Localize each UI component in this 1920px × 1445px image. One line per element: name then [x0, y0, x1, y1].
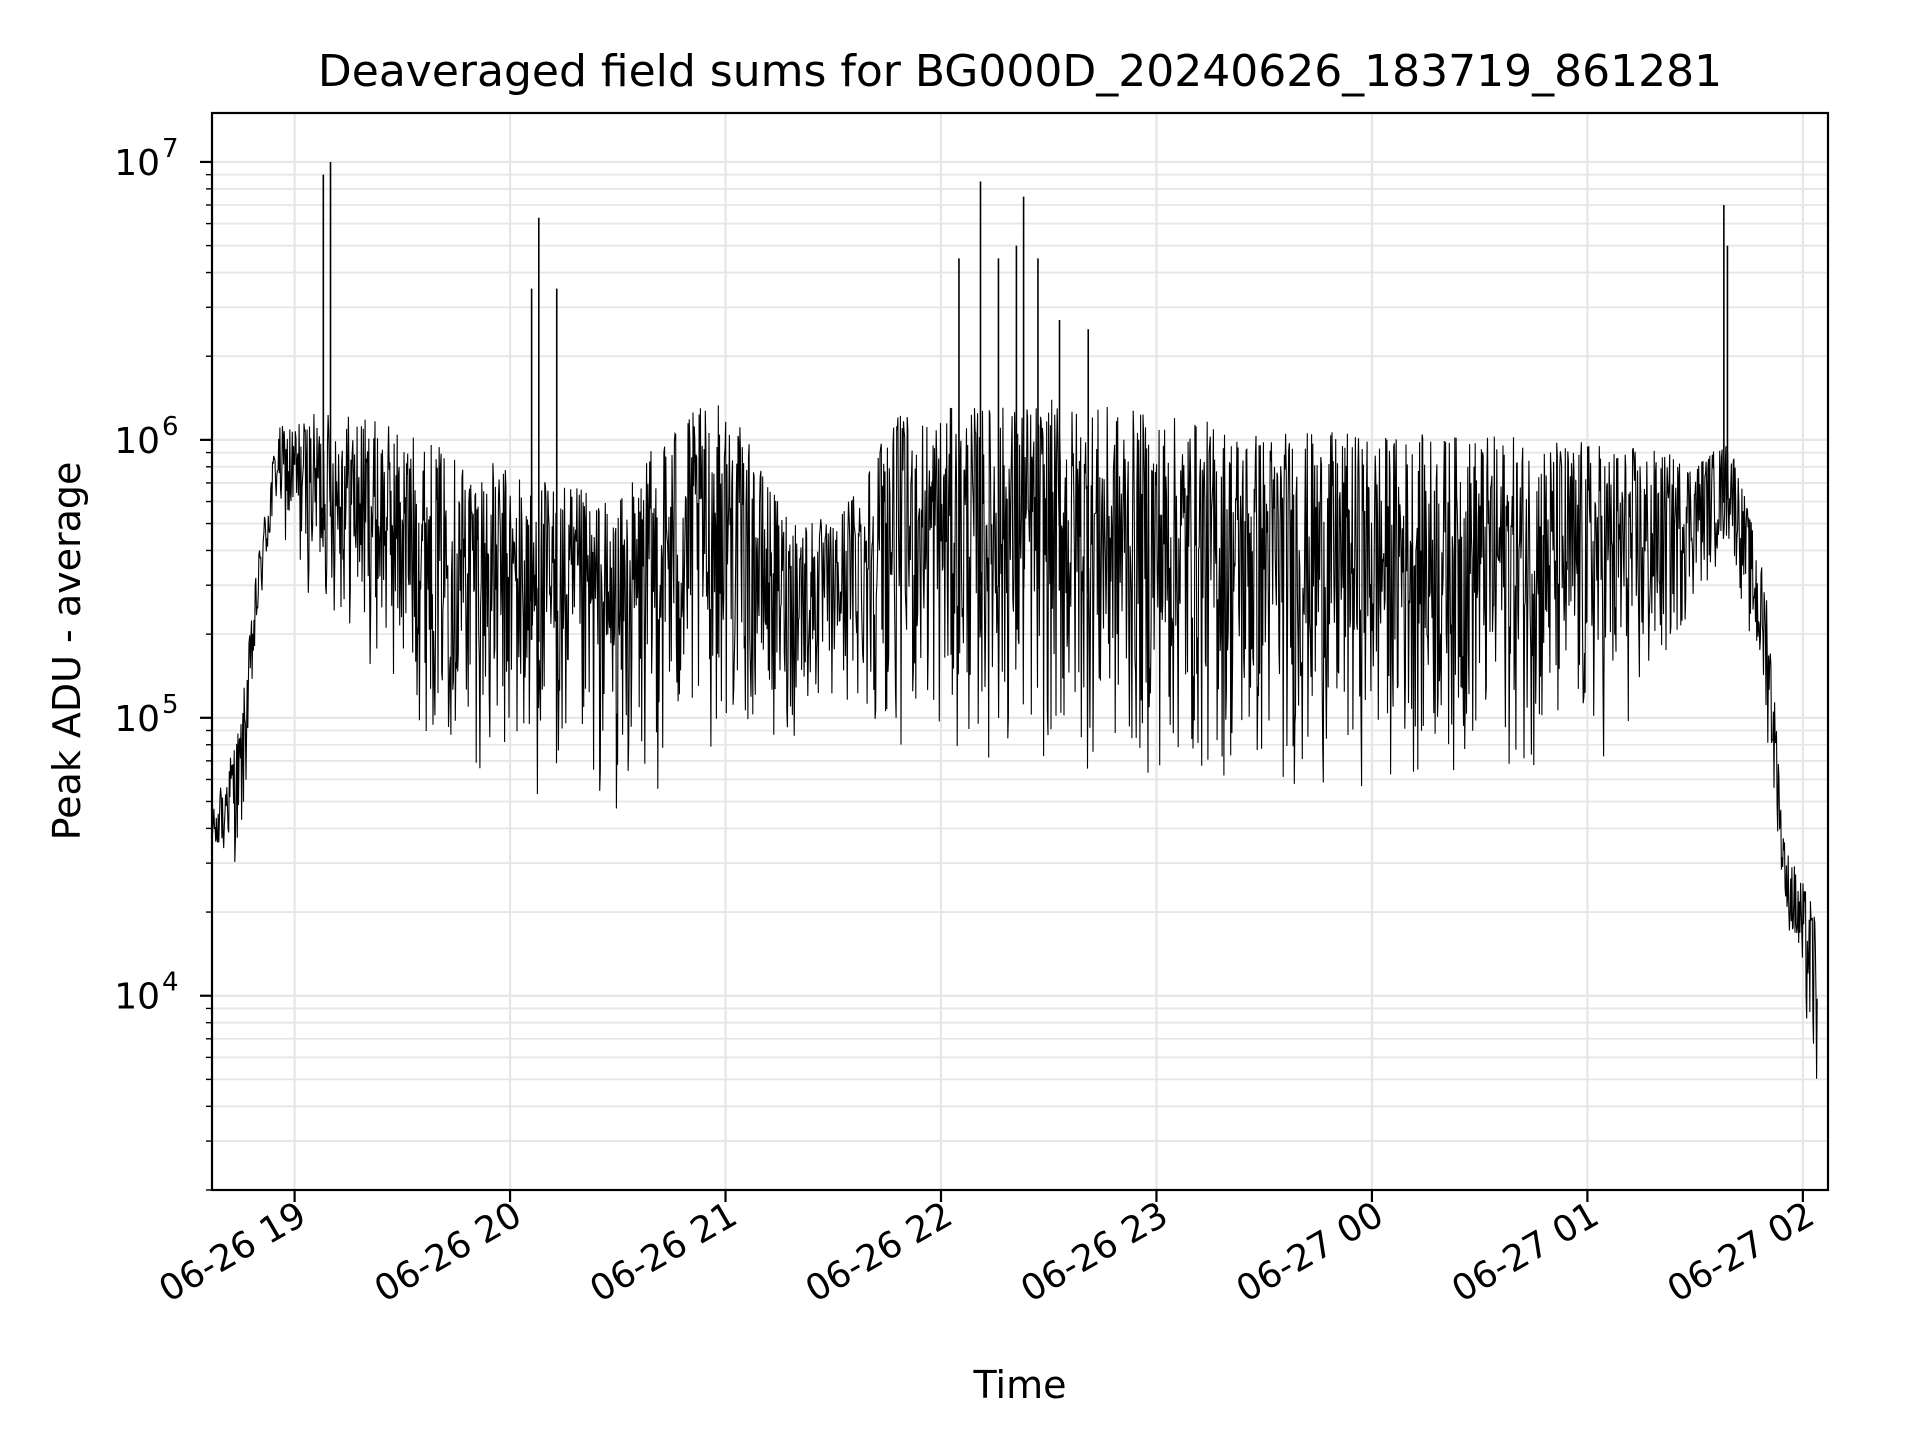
x-tick-label: 06-26 19 [152, 1194, 313, 1310]
series-layer [211, 161, 1818, 1079]
x-tick-label: 06-26 23 [1014, 1194, 1175, 1310]
plot-frame [210, 111, 1830, 1192]
series-line [211, 399, 1818, 1079]
x-tick-label: 06-27 01 [1445, 1194, 1606, 1310]
grid [212, 113, 1828, 1191]
y-tick-exponent: 7 [162, 134, 179, 164]
x-tick-label: 06-26 21 [583, 1194, 744, 1310]
y-tick-base: 10 [114, 421, 160, 462]
x-tick-label: 06-27 02 [1661, 1194, 1822, 1310]
y-tick-label: 10 [114, 977, 160, 1018]
chart-title: Deaveraged field sums for BG000D_2024062… [318, 46, 1722, 97]
y-tick-exponent: 6 [162, 412, 179, 442]
x-tick-label: 06-26 20 [368, 1194, 529, 1310]
y-tick-label: 10 [114, 421, 160, 462]
y-tick-base: 10 [114, 977, 160, 1018]
y-tick-exponent: 5 [162, 690, 179, 720]
y-tick-base: 10 [114, 143, 160, 184]
x-axis: 06-26 19 06-26 20 06-26 21 06-26 22 06-26 23… [152, 1190, 1821, 1311]
y-axis-label: Peak ADU - average [45, 462, 89, 841]
y-tick-base: 10 [114, 699, 160, 740]
x-tick-label: 06-27 00 [1230, 1194, 1391, 1310]
y-tick-label: 10 [114, 143, 160, 184]
y-tick-exponent: 4 [162, 968, 179, 998]
x-tick-label: 06-26 22 [799, 1194, 960, 1310]
y-tick-label: 10 [114, 699, 160, 740]
x-axis-label: Time [973, 1363, 1067, 1407]
